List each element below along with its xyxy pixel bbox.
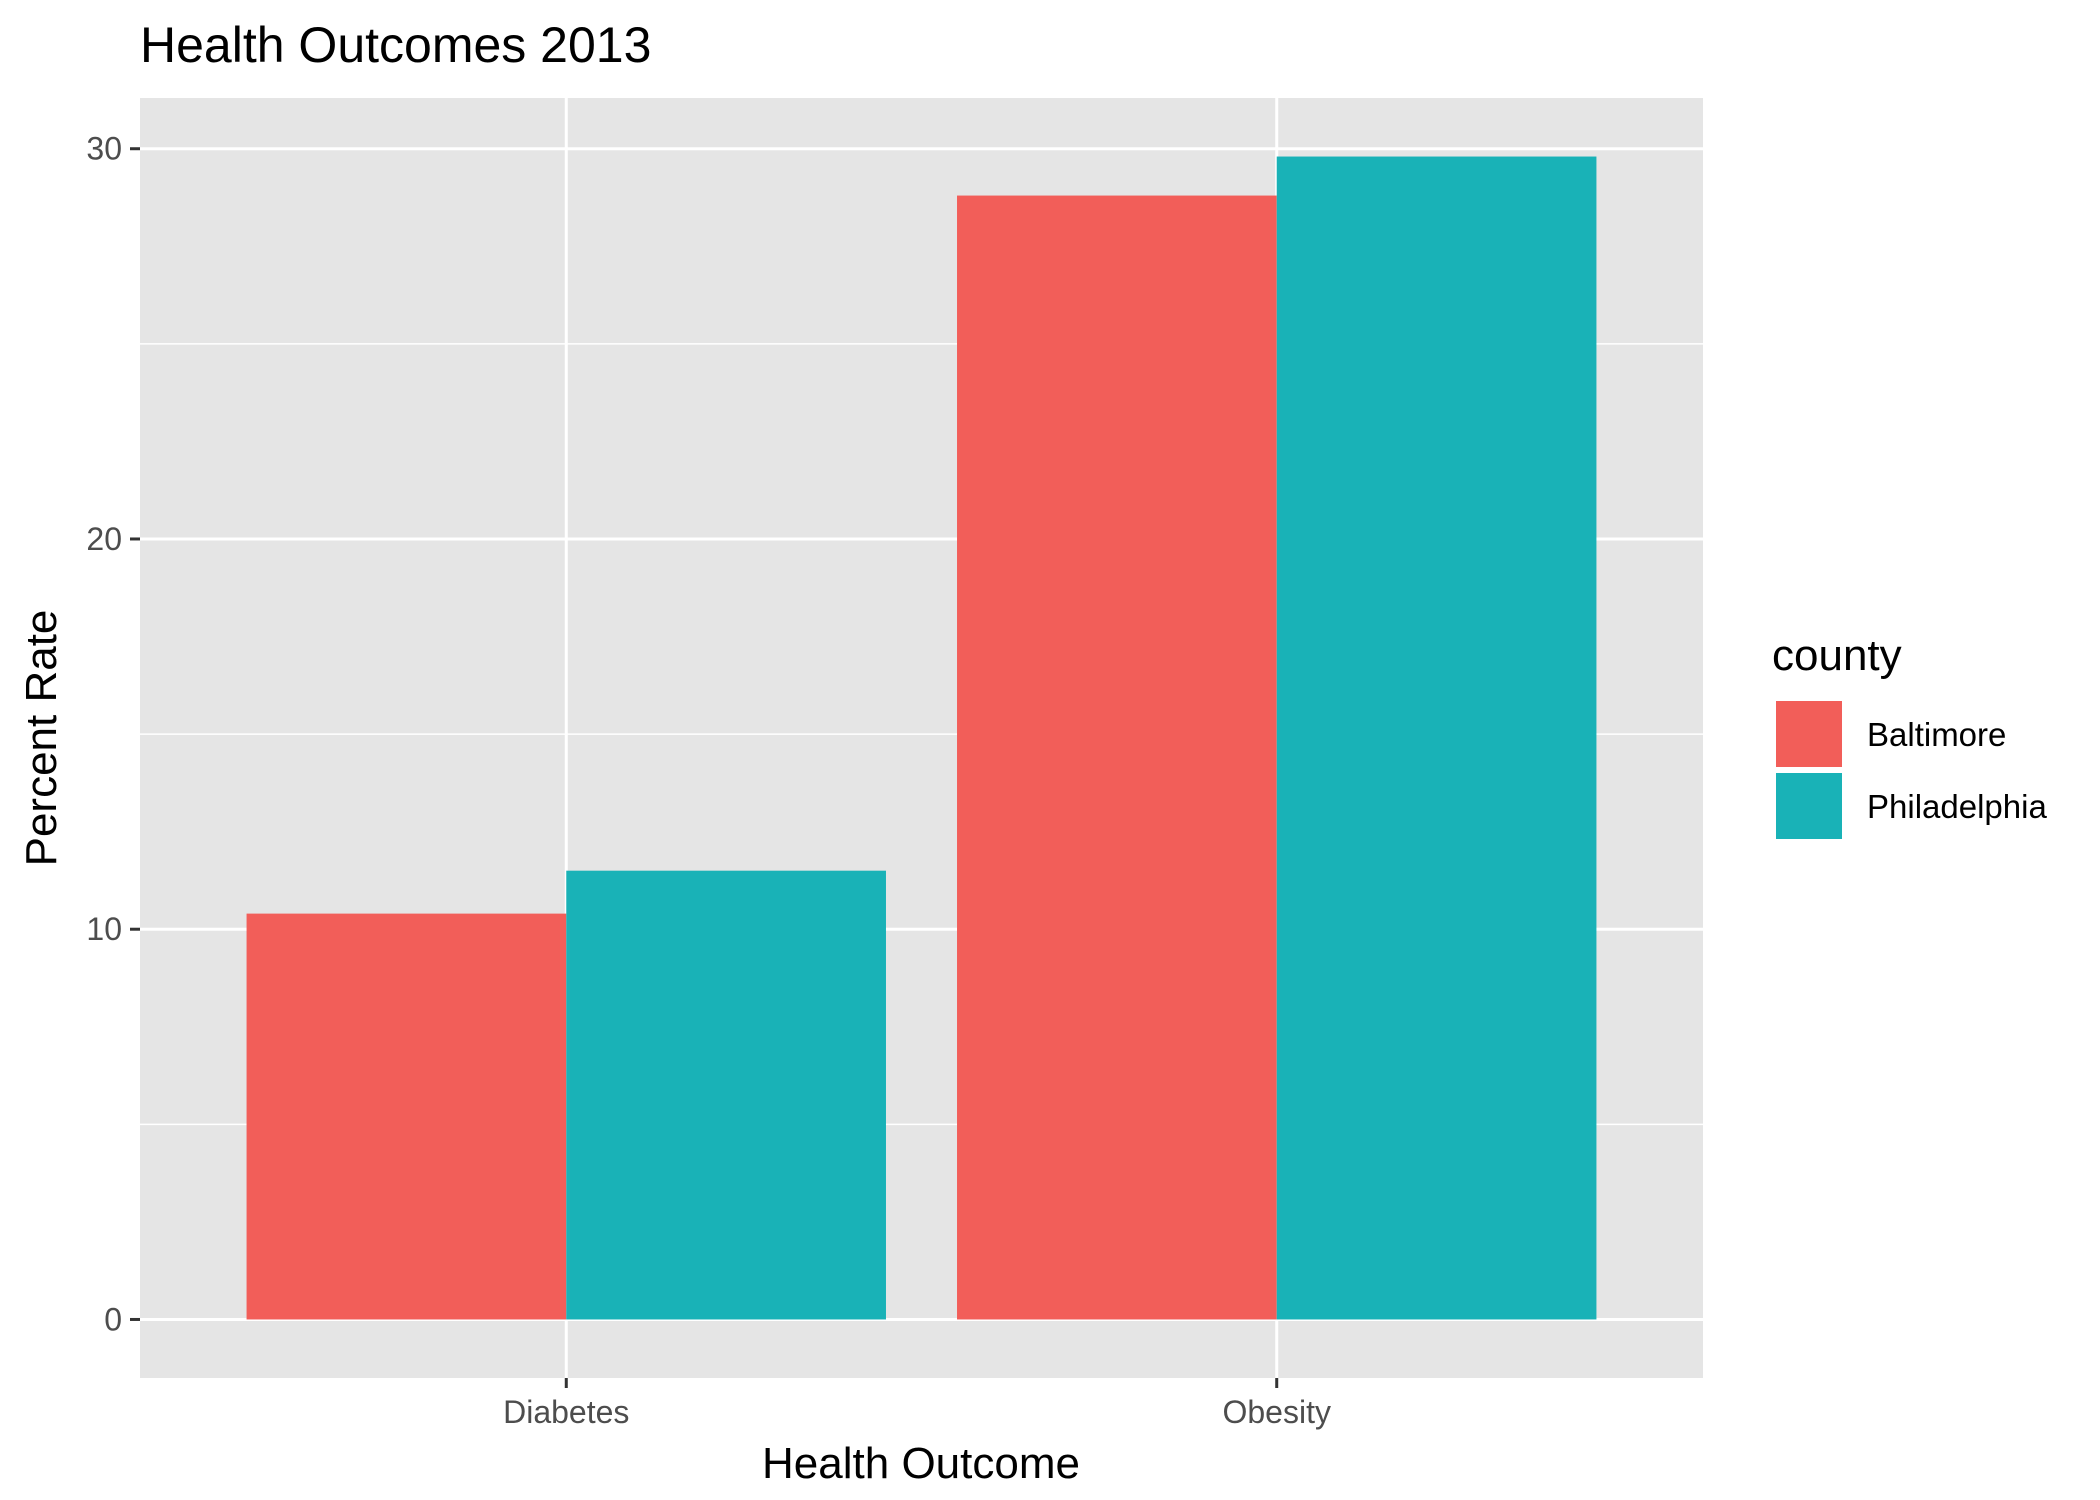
x-tick-label: Obesity [1222,1394,1330,1430]
bar-philadelphia-obesity [1276,156,1597,1320]
y-tick-label: 30 [86,131,122,167]
bar-baltimore-obesity [957,195,1277,1320]
legend: county Baltimore Philadelphia [1772,631,2047,839]
bars [246,156,1597,1320]
y-axis-title: Percent Rate [17,610,66,867]
legend-swatch-baltimore [1776,701,1842,767]
legend-label-baltimore: Baltimore [1867,716,2006,753]
x-tick-label: Diabetes [503,1394,629,1430]
y-axis: 0 10 20 30 [86,131,140,1337]
legend-title: county [1772,631,1902,680]
y-tick-label: 10 [86,911,122,947]
legend-swatch-philadelphia [1776,773,1842,839]
chart-title: Health Outcomes 2013 [140,17,651,73]
x-axis-title: Health Outcome [762,1439,1080,1488]
legend-label-philadelphia: Philadelphia [1867,788,2047,825]
bar-baltimore-diabetes [246,913,567,1320]
y-tick-label: 20 [86,521,122,557]
bar-philadelphia-diabetes [566,870,886,1320]
x-axis: Diabetes Obesity [503,1378,1331,1430]
y-tick-label: 0 [104,1301,122,1337]
